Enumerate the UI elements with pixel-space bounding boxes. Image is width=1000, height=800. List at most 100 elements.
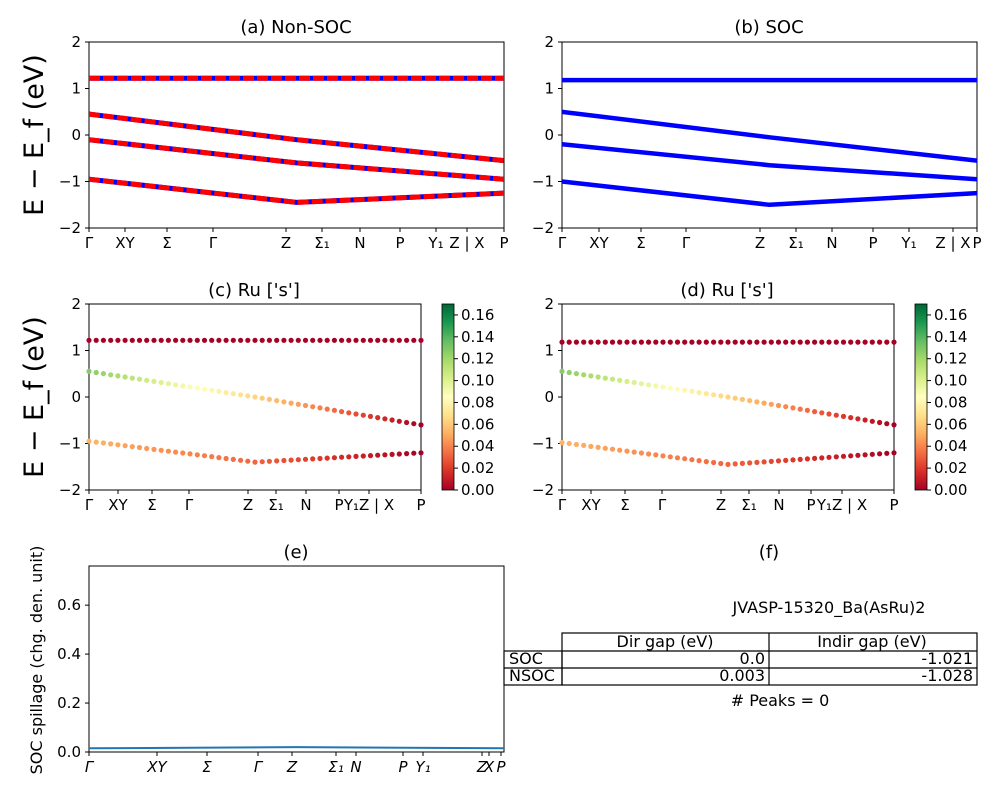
- band-point-c-1: [418, 450, 424, 456]
- table-header-dir: Dir gap (eV): [617, 632, 714, 651]
- band-point-d-0: [877, 339, 883, 345]
- band-point-c-1: [165, 448, 171, 454]
- band-point-c-2: [151, 378, 157, 384]
- band-point-d-2: [768, 401, 774, 407]
- xtick-label-b: N: [826, 234, 837, 252]
- band-point-d-2: [609, 376, 616, 382]
- xtick-label-e: Z: [286, 758, 298, 776]
- xtick-label-b: Y₁: [900, 234, 916, 252]
- bands-b: [562, 77, 977, 208]
- band-point-d-0: [862, 339, 868, 345]
- band-point-c-0: [144, 337, 150, 343]
- xtick-label-d: Σ₁: [741, 496, 757, 514]
- band-point-d-2: [848, 415, 854, 421]
- colorbar-tick-label-d: 0.06: [934, 415, 967, 433]
- band-point-c-0: [173, 337, 179, 343]
- xtick-label-e: Γ: [254, 758, 264, 776]
- xtick-label-e: N: [350, 758, 361, 776]
- band-point-c-0: [288, 337, 294, 343]
- band-point-c-1: [173, 449, 179, 455]
- colorbar-tick-label-c: 0.00: [461, 481, 494, 499]
- band-line-b-1: [562, 109, 977, 163]
- band-point-d-1: [595, 444, 601, 450]
- band-point-d-0: [696, 339, 702, 345]
- ytick-label-c: −2: [59, 481, 81, 499]
- band-point-c-1: [245, 458, 251, 464]
- band-point-d-2: [732, 395, 738, 401]
- xtick-label-e: Σ: [202, 758, 212, 776]
- band-point-c-0: [252, 337, 258, 343]
- band-point-c-0: [331, 337, 337, 343]
- band-line-a-3-blue: [89, 176, 504, 205]
- spillage-line: [88, 746, 505, 750]
- xtick-label-d: Z: [716, 496, 726, 514]
- band-point-c-0: [230, 337, 236, 343]
- band-point-d-1: [747, 460, 753, 466]
- band-point-c-2: [259, 395, 265, 401]
- band-point-d-2: [790, 405, 796, 411]
- ytick-label-d: 2: [544, 295, 554, 313]
- band-point-d-0: [725, 339, 731, 345]
- colorbar-tick-label-d: 0.14: [934, 328, 967, 346]
- band-point-c-1: [281, 457, 287, 464]
- band-point-c-0: [115, 337, 121, 343]
- xtick-label-e: Σ₁: [328, 758, 344, 776]
- band-point-c-1: [187, 451, 193, 457]
- band-point-c-2: [331, 407, 337, 413]
- band-point-c-0: [122, 337, 128, 343]
- band-point-d-0: [797, 339, 803, 345]
- band-point-c-2: [389, 417, 395, 423]
- band-point-d-0: [790, 339, 796, 345]
- band-point-d-2: [660, 384, 666, 390]
- xtick-label-b: Z: [755, 234, 765, 252]
- band-point-d-1: [775, 458, 782, 464]
- band-point-c-1: [274, 458, 280, 464]
- band-point-d-2: [739, 396, 746, 402]
- band-point-d-2: [747, 398, 753, 404]
- band-point-d-2: [631, 379, 637, 386]
- band-point-c-2: [209, 387, 215, 393]
- xtick-label-b: Z | X: [935, 234, 970, 252]
- band-point-c-1: [266, 458, 272, 464]
- axes-frame-e: [88, 565, 505, 753]
- band-point-c-0: [180, 337, 186, 343]
- band-point-d-2: [667, 385, 673, 391]
- xtick-label-a: Σ₁: [314, 234, 330, 252]
- band-point-d-1: [588, 443, 594, 449]
- band-point-c-1: [353, 453, 359, 459]
- band-point-c-0: [108, 337, 114, 343]
- band-point-d-0: [617, 339, 623, 345]
- band-point-d-2: [775, 402, 782, 409]
- ytick-label-b: 1: [544, 80, 554, 98]
- band-point-d-2: [624, 378, 630, 384]
- band-point-d-0: [646, 339, 652, 345]
- xtick-label-a: N: [354, 234, 365, 252]
- band-point-c-0: [93, 337, 99, 343]
- ytick-label-d: −2: [532, 481, 554, 499]
- xtick-label-c: Σ: [147, 496, 156, 514]
- table-row-nsoc-label: NSOC: [509, 666, 555, 685]
- band-point-d-2: [804, 407, 811, 413]
- xtick-label-c: Γ: [85, 496, 94, 514]
- xtick-label-c: Z: [243, 496, 253, 514]
- band-point-c-2: [396, 418, 402, 424]
- xtick-label-c: XY: [108, 496, 128, 514]
- band-point-d-1: [826, 454, 832, 460]
- band-point-c-0: [360, 337, 366, 343]
- band-line-a-2-blue: [89, 137, 504, 182]
- xtick-label-c: Y₁Z | X: [343, 496, 394, 514]
- colorbar-tick-label-c: 0.08: [461, 393, 494, 411]
- band-point-c-2: [165, 381, 171, 387]
- band-point-c-0: [382, 337, 388, 343]
- band-point-d-1: [581, 442, 587, 448]
- colorbar-tick-label-c: 0.14: [461, 328, 494, 346]
- band-point-d-1: [573, 441, 580, 448]
- band-point-c-2: [100, 371, 106, 377]
- band-point-c-2: [86, 368, 92, 374]
- band-point-c-1: [367, 453, 374, 459]
- colorbar-tick-label-d: 0.04: [934, 437, 967, 455]
- band-point-d-2: [754, 399, 760, 405]
- colorbar-tick-label-d: 0.08: [934, 393, 967, 411]
- band-point-c-2: [295, 401, 301, 407]
- band-point-d-0: [667, 339, 673, 345]
